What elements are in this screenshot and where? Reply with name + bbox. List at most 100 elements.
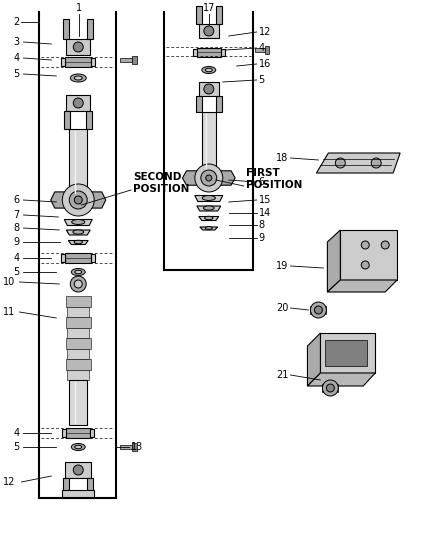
Polygon shape [196,6,202,24]
Polygon shape [68,240,88,245]
Polygon shape [90,429,94,437]
Text: FIRST
POSITION: FIRST POSITION [246,168,302,190]
Polygon shape [340,230,397,280]
Text: 9: 9 [13,237,19,247]
Polygon shape [64,478,69,492]
Ellipse shape [70,74,86,82]
Circle shape [361,241,369,249]
Ellipse shape [205,227,212,229]
Circle shape [62,184,94,216]
Ellipse shape [74,76,82,80]
Polygon shape [62,429,66,437]
Polygon shape [265,46,269,54]
Text: 17: 17 [203,3,215,13]
Circle shape [326,384,334,392]
Circle shape [74,280,82,288]
Text: 3: 3 [13,37,19,47]
Circle shape [73,465,83,475]
Ellipse shape [205,216,213,220]
Polygon shape [66,39,90,55]
Polygon shape [322,384,338,392]
Circle shape [361,261,369,269]
Polygon shape [67,306,89,317]
Polygon shape [67,327,89,338]
Polygon shape [69,380,87,425]
Text: 18: 18 [276,153,289,163]
Ellipse shape [71,443,85,450]
Ellipse shape [75,445,82,449]
Circle shape [206,175,212,181]
Text: 16: 16 [258,59,271,69]
Text: 9: 9 [258,233,265,243]
Circle shape [201,170,217,186]
Circle shape [73,98,83,108]
Polygon shape [120,445,132,449]
Text: SECOND
POSITION: SECOND POSITION [133,172,190,195]
Polygon shape [327,230,340,292]
Polygon shape [199,24,219,38]
Polygon shape [196,96,202,112]
Text: 4: 4 [13,253,19,263]
Polygon shape [217,171,235,185]
Text: 4: 4 [258,43,265,53]
Ellipse shape [205,68,212,72]
Text: 8: 8 [258,220,265,230]
Polygon shape [66,296,91,306]
Polygon shape [325,340,367,366]
Polygon shape [66,95,90,111]
Circle shape [204,84,214,94]
Polygon shape [216,96,222,112]
Polygon shape [132,56,137,64]
Ellipse shape [202,196,215,200]
Circle shape [371,158,381,168]
Polygon shape [254,48,265,52]
Circle shape [322,380,338,396]
Polygon shape [91,254,95,262]
Polygon shape [87,478,93,492]
Ellipse shape [203,206,214,210]
Circle shape [336,158,345,168]
Polygon shape [307,333,321,386]
Text: 13: 13 [131,442,143,452]
Polygon shape [199,216,219,221]
Circle shape [195,164,223,192]
Text: 14: 14 [258,208,271,218]
Polygon shape [183,171,201,185]
Polygon shape [202,112,216,170]
Polygon shape [321,333,375,373]
Ellipse shape [202,67,216,74]
Ellipse shape [75,270,82,274]
Circle shape [314,306,322,314]
Text: 4: 4 [13,428,19,438]
Text: 19: 19 [276,261,289,271]
Text: 6: 6 [258,177,265,187]
Polygon shape [199,82,219,96]
Polygon shape [311,306,326,314]
Text: 15: 15 [258,195,271,205]
Polygon shape [65,253,91,263]
Text: 5: 5 [258,75,265,85]
Circle shape [69,191,87,209]
Polygon shape [51,192,69,208]
Text: 20: 20 [276,303,289,313]
Ellipse shape [71,269,85,276]
Polygon shape [61,254,65,262]
Ellipse shape [72,220,85,224]
Circle shape [204,26,214,36]
Text: 10: 10 [3,277,15,287]
Polygon shape [66,317,91,327]
Circle shape [381,241,389,249]
Polygon shape [221,49,225,55]
Text: 21: 21 [276,370,289,380]
Circle shape [311,302,326,318]
Polygon shape [120,58,132,62]
Polygon shape [66,359,91,369]
Polygon shape [65,57,91,67]
Circle shape [74,196,82,204]
Text: 5: 5 [13,442,19,452]
Polygon shape [87,19,93,39]
Polygon shape [327,280,397,292]
Ellipse shape [74,240,82,244]
Polygon shape [216,6,222,24]
Polygon shape [193,49,197,55]
